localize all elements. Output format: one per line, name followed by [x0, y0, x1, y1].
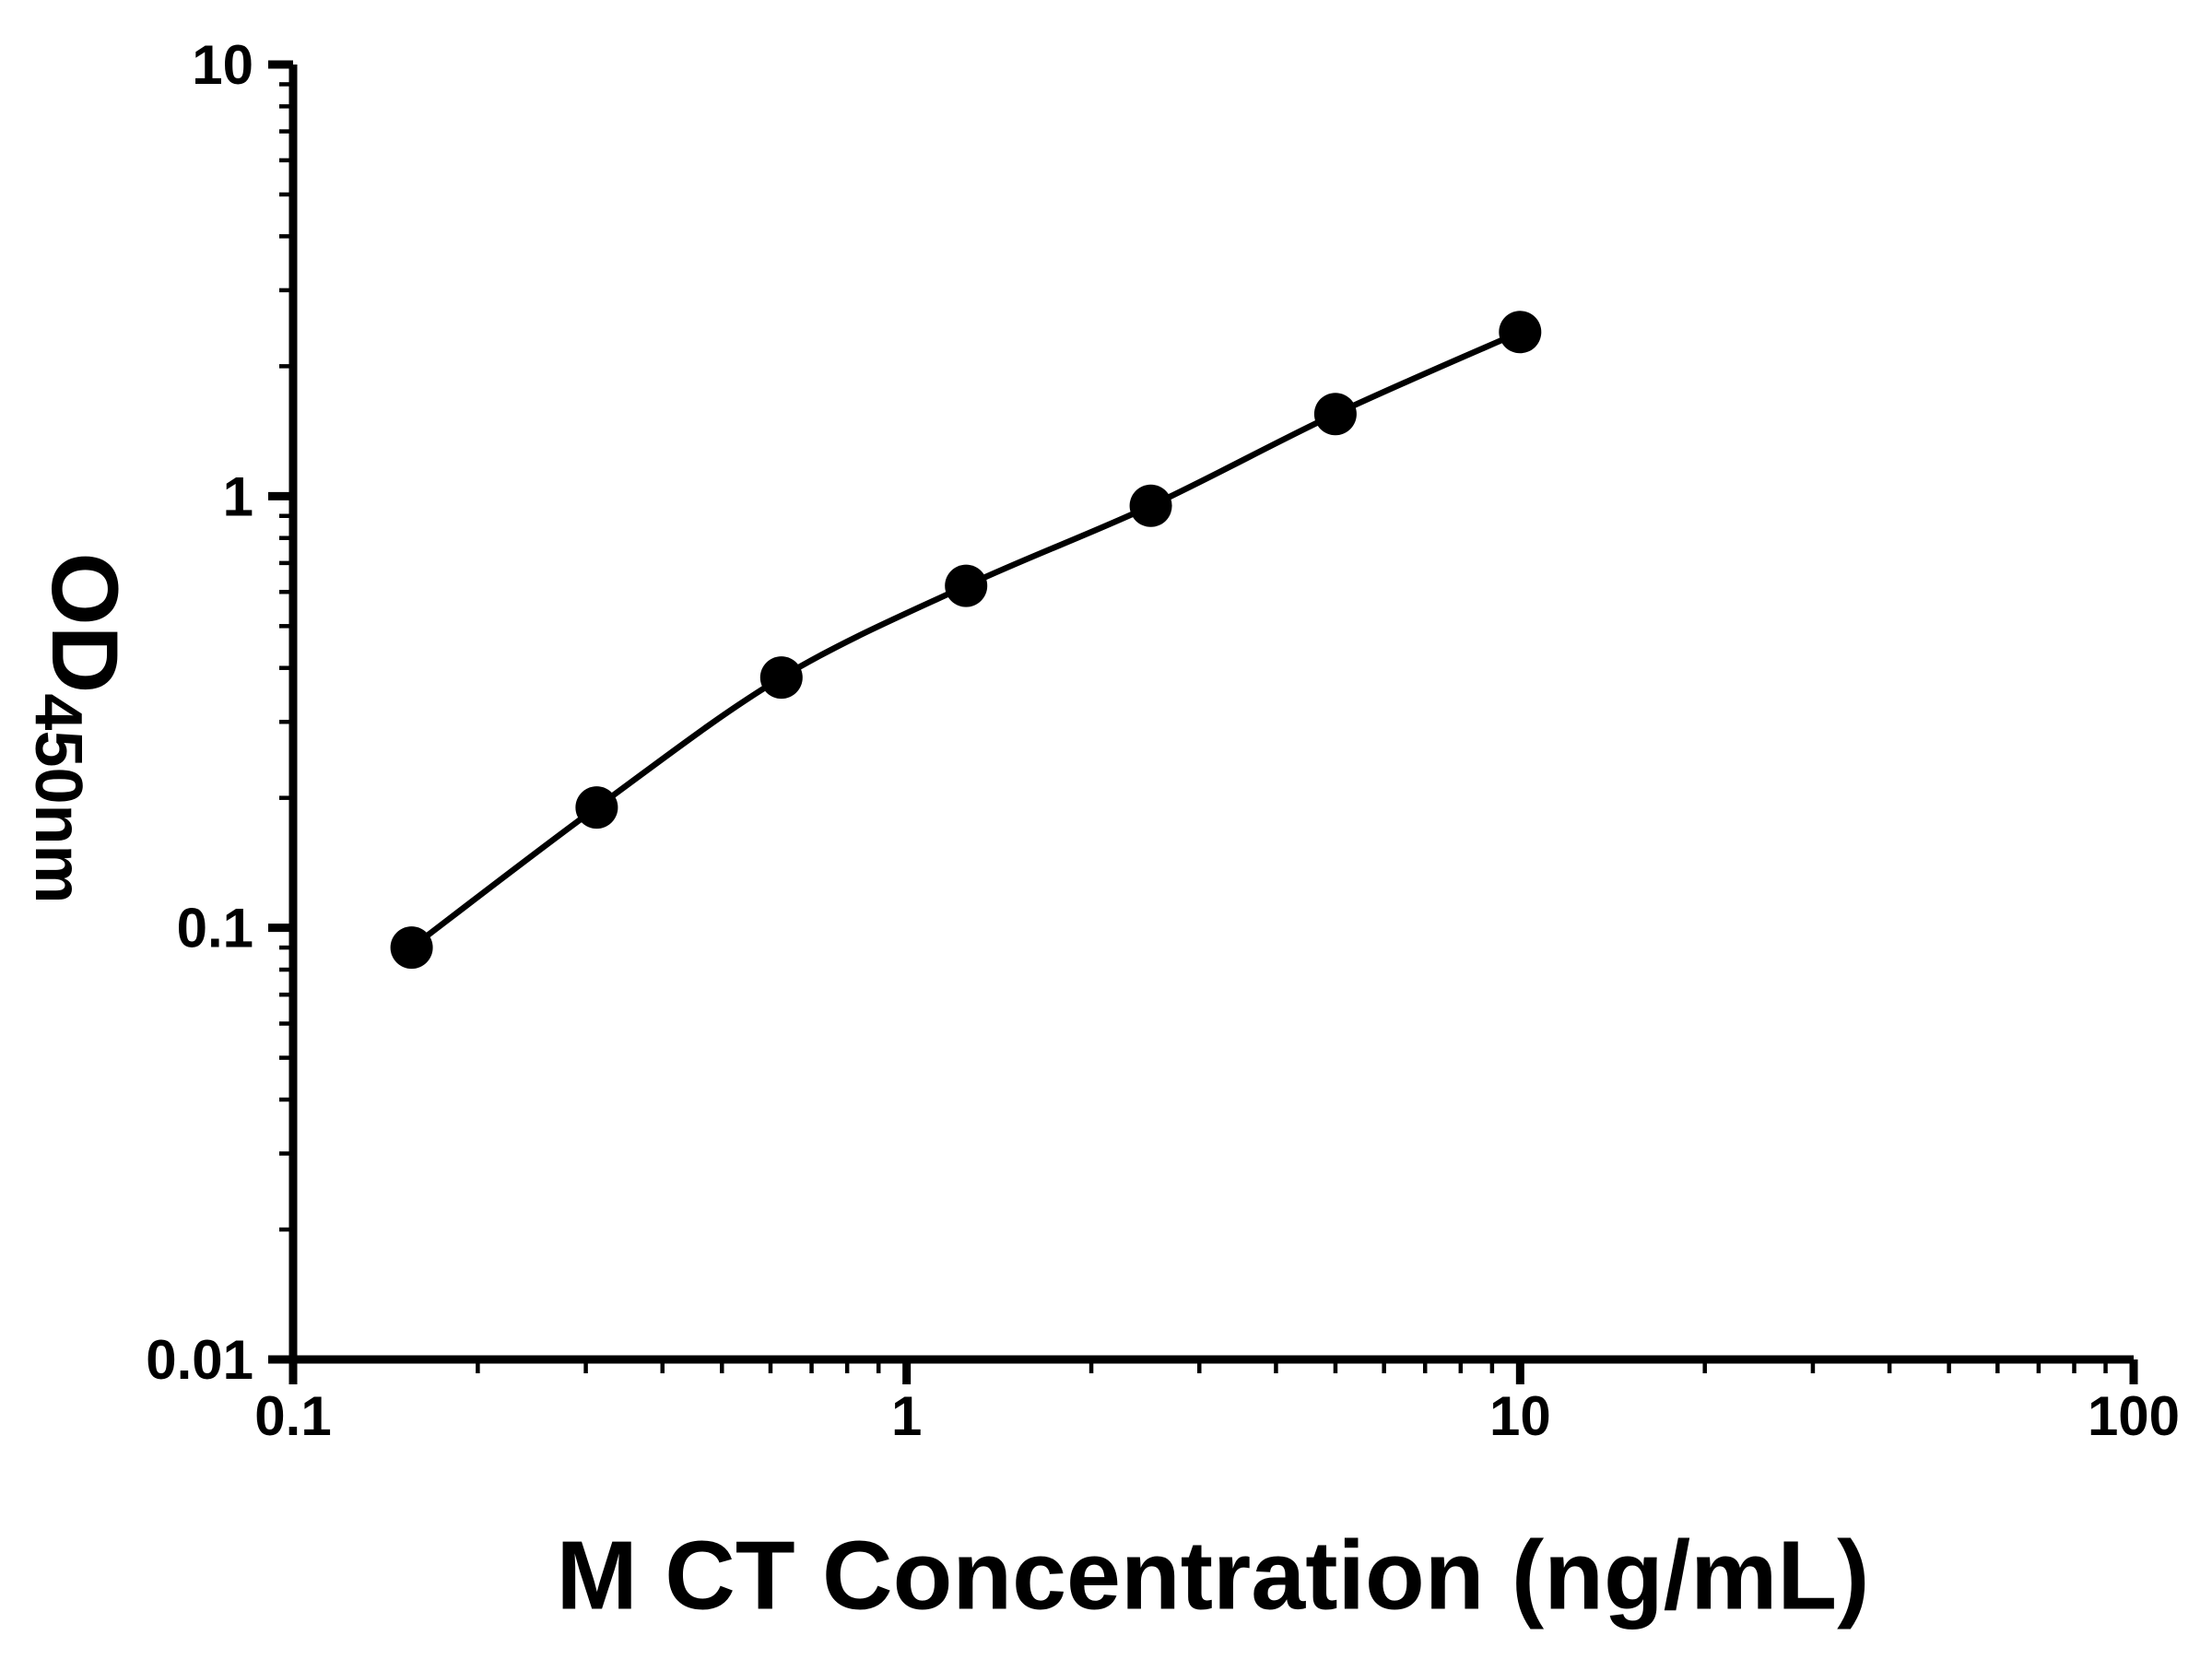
y-tick-label: 1	[223, 465, 253, 527]
data-point	[1129, 484, 1172, 527]
y-axis-major-ticks	[268, 60, 293, 1364]
data-points	[390, 311, 1542, 970]
data-point	[575, 786, 618, 830]
x-tick-label: 10	[1489, 1385, 1551, 1447]
y-axis-tick-labels: 0.01 0.1 1 10	[146, 34, 253, 1391]
data-point	[390, 926, 433, 970]
axis-spine	[288, 65, 2134, 1364]
x-tick-label: 100	[2088, 1385, 2180, 1447]
x-axis-title: M CT Concentration (ng/mL)	[556, 1521, 1870, 1630]
data-point	[1313, 393, 1357, 436]
y-axis-minor-ticks	[279, 82, 293, 1232]
x-axis-tick-labels: 0.1 1 10 100	[254, 1385, 2180, 1447]
y-axis-title-sub: 450nm	[21, 693, 95, 904]
y-tick-label: 0.01	[146, 1329, 253, 1391]
x-axis-minor-ticks	[476, 1359, 2108, 1373]
data-point	[759, 656, 803, 700]
x-tick-label: 1	[891, 1385, 922, 1447]
x-tick-label: 0.1	[254, 1385, 331, 1447]
y-tick-label: 10	[192, 34, 253, 96]
data-point	[945, 564, 988, 607]
y-axis-title: OD450nm	[20, 552, 138, 903]
y-axis-title-main: OD	[32, 552, 137, 694]
y-tick-label: 0.1	[177, 898, 253, 959]
data-point	[1499, 311, 1542, 354]
